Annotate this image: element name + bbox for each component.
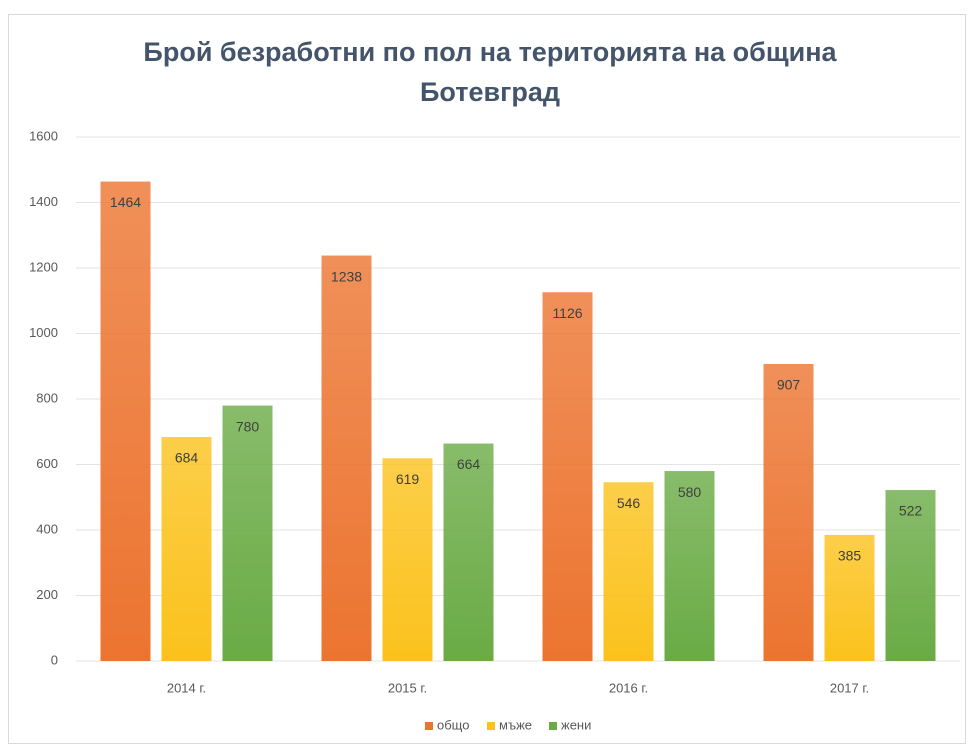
data-label: 580 <box>678 484 702 500</box>
bar <box>222 405 273 661</box>
chart-frame <box>8 14 966 744</box>
legend-label: мъже <box>499 717 532 732</box>
bar <box>100 181 151 662</box>
data-label: 907 <box>777 377 801 393</box>
data-label: 1464 <box>110 194 141 210</box>
y-tick-label: 0 <box>51 652 58 667</box>
bar <box>824 534 875 661</box>
bar <box>542 292 593 661</box>
bar <box>885 490 936 661</box>
bar <box>763 363 814 661</box>
y-tick-label: 400 <box>36 521 58 536</box>
data-label: 546 <box>617 495 641 511</box>
bar <box>161 436 212 661</box>
legend-swatch <box>425 722 433 730</box>
chart-title: Брой безработни по пол на територията на… <box>143 37 837 107</box>
data-label: 684 <box>175 450 199 466</box>
data-label: 385 <box>838 548 862 564</box>
y-tick-label: 1000 <box>29 325 58 340</box>
x-tick-label: 2015 г. <box>388 680 427 695</box>
y-tick-label: 200 <box>36 587 58 602</box>
y-tick-label: 1200 <box>29 259 58 274</box>
bar <box>443 443 494 661</box>
y-tick-label: 1600 <box>29 128 58 143</box>
y-tick-label: 600 <box>36 456 58 471</box>
legend-swatch <box>487 722 495 730</box>
x-tick-label: 2014 г. <box>167 680 206 695</box>
bar <box>603 482 654 661</box>
data-label: 664 <box>457 456 481 472</box>
y-tick-label: 1400 <box>29 194 58 209</box>
y-tick-label: 800 <box>36 390 58 405</box>
data-label: 1238 <box>331 268 362 284</box>
data-label: 1126 <box>552 305 582 321</box>
data-label: 780 <box>236 418 260 434</box>
x-tick-label: 2017 г. <box>830 680 869 695</box>
data-label: 522 <box>899 503 923 519</box>
bar <box>321 255 372 661</box>
legend-label: общо <box>437 717 469 732</box>
legend-label: жени <box>561 717 591 732</box>
data-label: 619 <box>396 471 420 487</box>
x-tick-label: 2016 г. <box>609 680 648 695</box>
bar <box>382 458 433 661</box>
legend-swatch <box>549 722 557 730</box>
bar <box>664 471 715 661</box>
